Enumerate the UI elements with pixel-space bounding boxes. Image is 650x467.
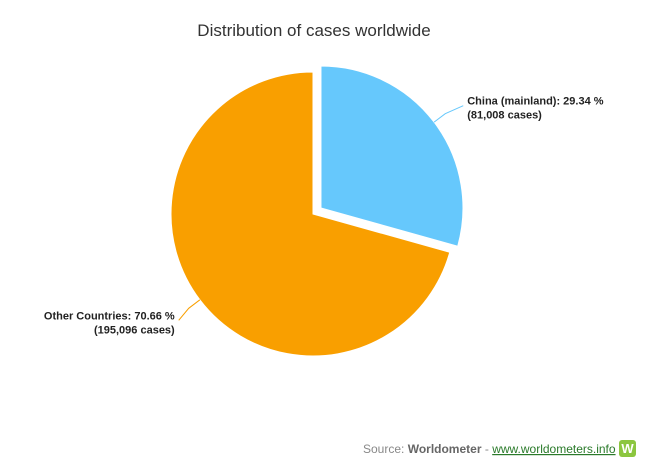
data-label-cases: (81,008 cases) [467,110,542,122]
source-separator: - [485,442,489,456]
pie: China (mainland): 29.34 % (81,008 cases) O… [44,65,604,357]
source-name: Worldometer [408,442,482,456]
source-prefix: Source: [363,442,404,456]
logo [619,440,636,457]
pie-slice [320,65,464,247]
source-line: Source: Worldometer - www.worldometers.i… [363,442,616,456]
data-label-cases: (195,096 cases) [94,324,175,336]
data-label-value: Other Countries: 70.66 % [44,310,175,322]
connector [178,299,201,321]
source-link[interactable]: www.worldometers.info [491,442,616,456]
data-label: Other Countries: 70.66 % (195,096 cases) [44,310,175,336]
logo-letter: W [621,441,634,456]
data-label-value: China (mainland): 29.34 % [467,96,604,108]
chart-title: Distribution of cases worldwide [197,21,430,40]
data-label: China (mainland): 29.34 % (81,008 cases) [467,96,604,122]
connector [433,105,464,123]
